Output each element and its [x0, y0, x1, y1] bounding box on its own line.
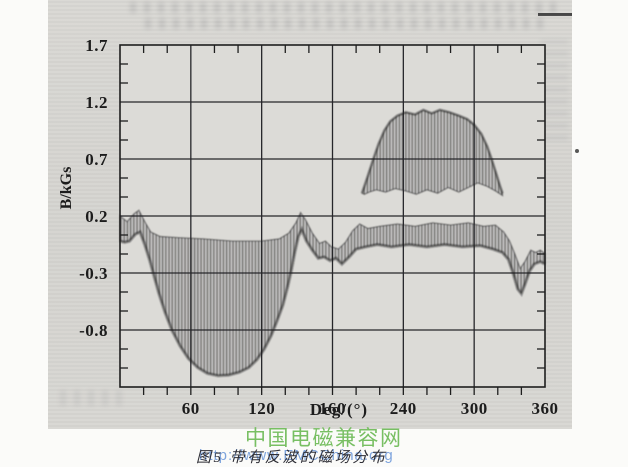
x-tick-label: 60 — [182, 399, 200, 418]
y-tick-label: 0.2 — [85, 207, 108, 226]
tick-labels: 1.7 1.2 0.7 0.2 -0.3 -0.8 60 120 160 240 300 360 — [79, 36, 558, 418]
bleed-through-smudge — [130, 2, 560, 13]
x-tick-label: 240 — [390, 399, 417, 418]
x-axis-title: Deg/(°) — [309, 400, 369, 419]
bleed-through-smudge — [60, 390, 130, 406]
y-axis-title: B/kGs — [58, 166, 75, 210]
x-tick-label: 360 — [532, 399, 559, 418]
figure-caption: 图5 带有反波的磁场分布 — [196, 450, 388, 466]
magnetic-field-distribution-chart: 1.7 1.2 0.7 0.2 -0.3 -0.8 60 120 160 240 300 360 — [79, 36, 558, 418]
oscillogram-trace — [119, 108, 546, 378]
scan-artifact-line — [538, 13, 572, 16]
x-tick-label: 160 — [319, 399, 346, 418]
y-tick-label: -0.3 — [79, 264, 108, 283]
watermark-site-name: 中国电磁兼容网 — [245, 427, 403, 450]
watermark-url: http://www.EMCChina.org — [199, 447, 394, 464]
minor-ticks — [120, 45, 545, 395]
y-tick-label: 1.2 — [85, 93, 108, 112]
bleed-through-smudge — [145, 18, 545, 29]
x-tick-label: 300 — [461, 399, 488, 418]
scan-artifact-dot — [575, 149, 579, 153]
y-tick-label: 0.7 — [85, 150, 108, 169]
positive-hump-band — [361, 109, 504, 197]
y-tick-label: -0.8 — [79, 321, 108, 340]
y-tick-label: 1.7 — [85, 36, 108, 55]
x-tick-label: 120 — [248, 399, 275, 418]
